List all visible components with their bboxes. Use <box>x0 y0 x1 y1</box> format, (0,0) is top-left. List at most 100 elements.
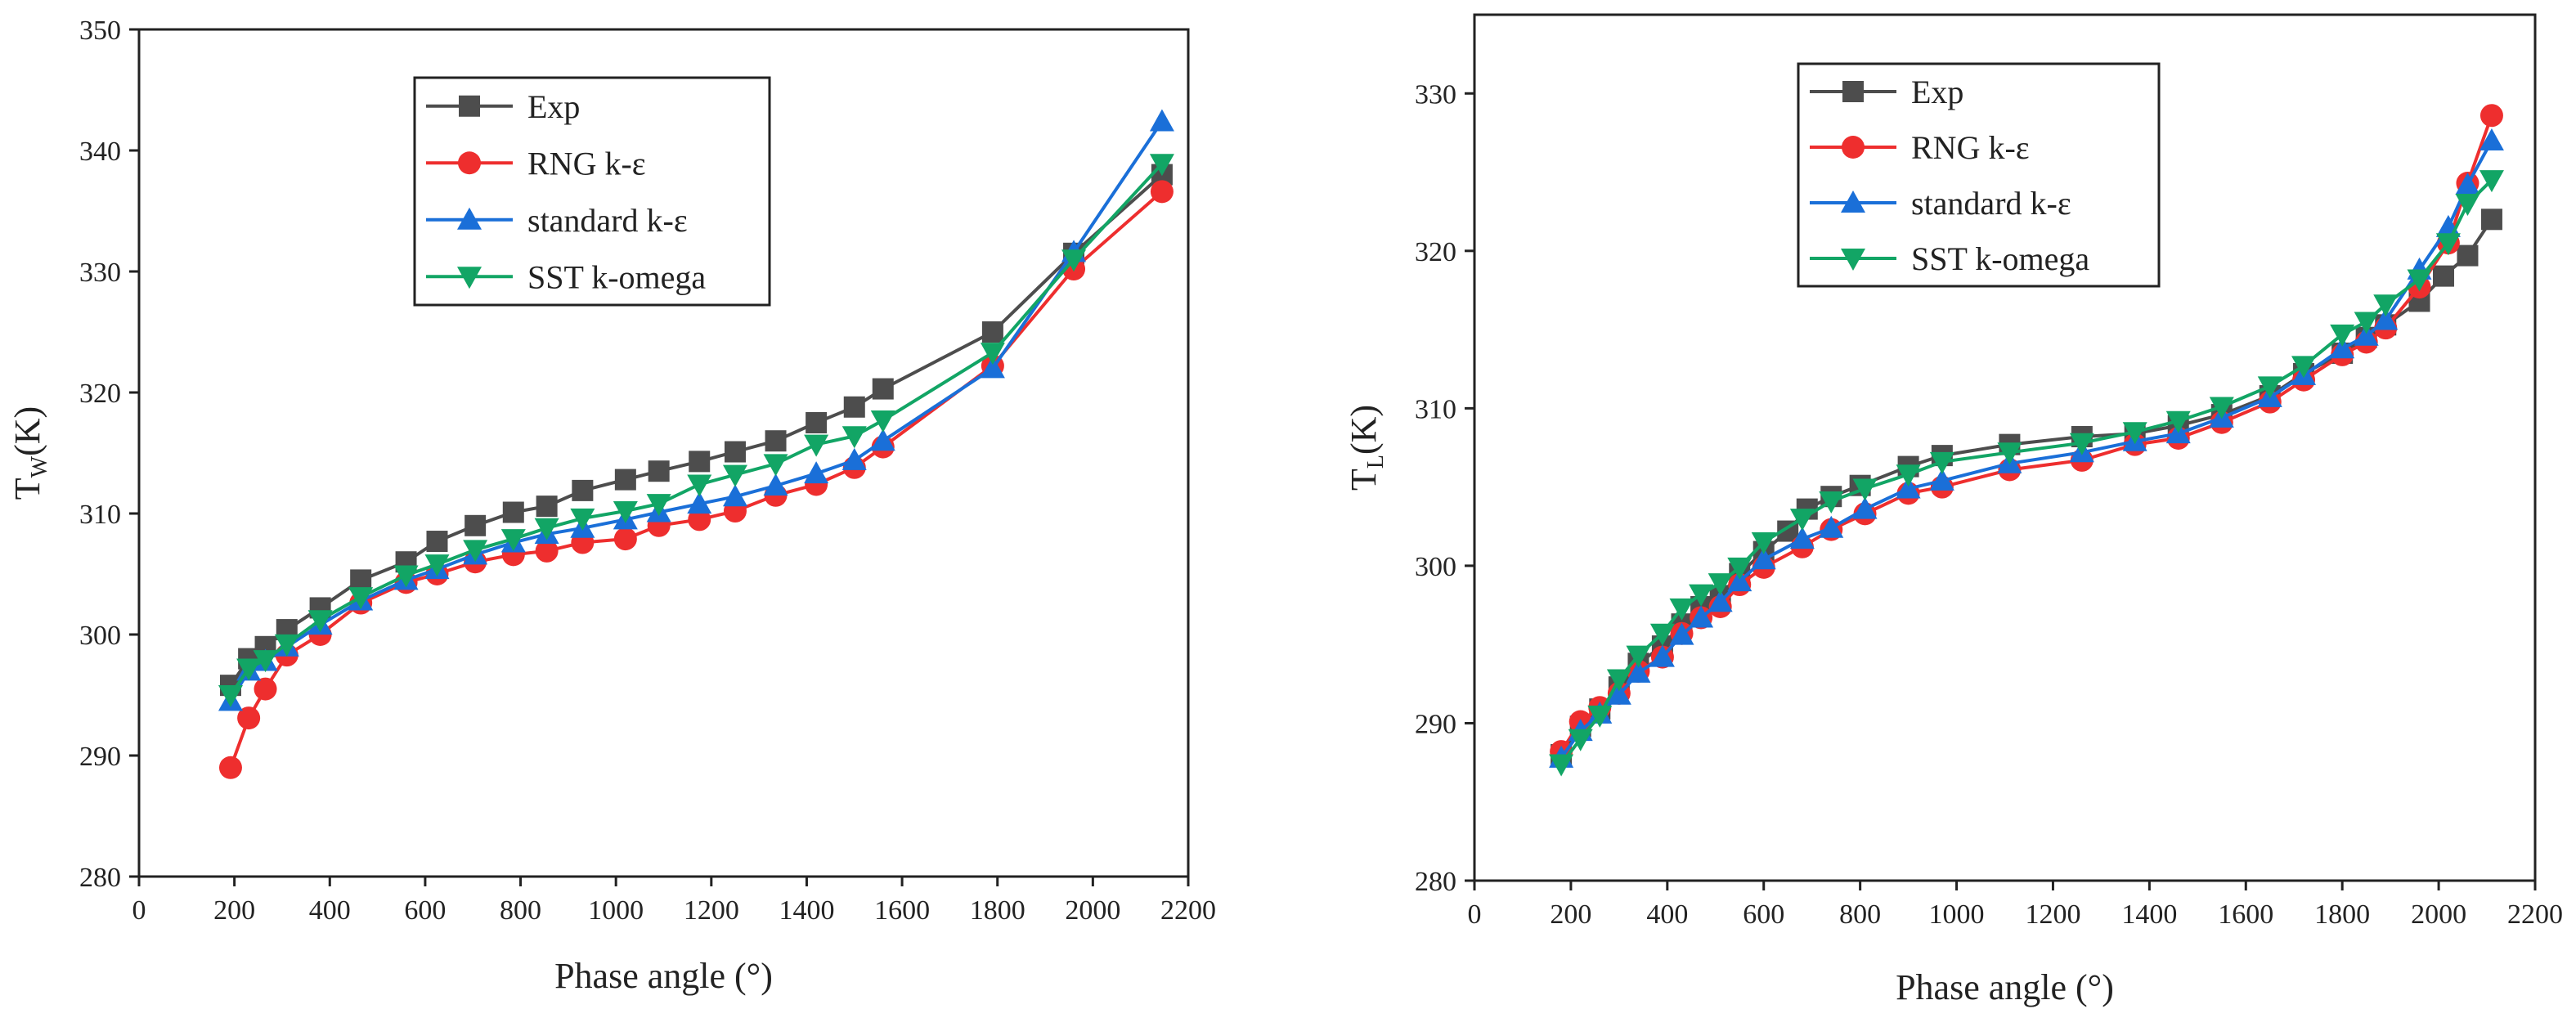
data-point-exp <box>2457 244 2479 267</box>
y-tick-label: 320 <box>1415 237 1456 267</box>
y-tick-label: 300 <box>79 621 121 651</box>
y-tick-label: 310 <box>1415 394 1456 424</box>
data-point-sst-k-omega <box>841 426 867 449</box>
data-point-sst-k-omega <box>463 540 488 563</box>
y-tick-label: 290 <box>1415 709 1456 739</box>
y-tick-label: 310 <box>79 500 121 530</box>
data-point-sst-k-omega <box>1929 451 1954 474</box>
data-point-standard-k <box>1626 660 1651 683</box>
data-point-sst-k-omega <box>804 434 829 457</box>
data-point-standard-k <box>1649 644 1675 667</box>
legend-label: Exp <box>1911 74 1963 110</box>
data-point-rng-k <box>237 706 261 730</box>
y-tick-label: 350 <box>79 16 121 46</box>
y-tick-label: 300 <box>1415 552 1456 582</box>
data-point-exp <box>806 412 828 433</box>
data-point-exp <box>426 531 448 553</box>
y-axis: 280 290 300 310 320 330 <box>1415 79 1474 897</box>
data-point-sst-k-omega <box>1751 532 1776 555</box>
legend-marker <box>1842 136 1865 159</box>
data-point-sst-k-omega <box>763 454 788 477</box>
data-point-standard-k <box>1606 682 1631 705</box>
data-point-standard-k <box>2479 128 2504 151</box>
data-point-sst-k-omega <box>1587 705 1613 728</box>
data-point-sst-k-omega <box>2165 410 2191 433</box>
series-sst-k-omega <box>218 154 1174 707</box>
data-point-standard-k <box>1708 590 1733 612</box>
x-tick-label: 800 <box>1839 899 1881 930</box>
x-tick-label: 1000 <box>1929 899 1985 930</box>
legend-label: SST k-omega <box>1911 240 2089 277</box>
plot-frame <box>137 28 1190 878</box>
legend-marker <box>457 207 482 230</box>
y-title-subscript: L <box>1363 455 1389 469</box>
data-point-rng-k <box>254 677 277 701</box>
data-point-sst-k-omega <box>1997 442 2022 465</box>
data-point-sst-k-omega <box>2069 433 2094 455</box>
data-point-sst-k-omega <box>1149 154 1174 177</box>
x-tick-label: 200 <box>1550 899 1591 930</box>
data-point-standard-k <box>2455 172 2480 195</box>
legend-marker <box>1841 249 1865 271</box>
series-line-exp <box>1560 218 2493 756</box>
data-point-exp <box>981 321 1003 343</box>
data-point-exp <box>536 496 558 518</box>
data-point-sst-k-omega <box>1896 464 1921 487</box>
x-tick-label: 200 <box>213 895 255 926</box>
legend-item-exp: Exp <box>426 88 580 125</box>
data-point-standard-k <box>1789 527 1815 549</box>
data-point-standard-k <box>2373 307 2399 330</box>
y-tick-label: 320 <box>79 379 121 409</box>
data-point-sst-k-omega <box>980 343 1005 366</box>
x-tick-label: 1800 <box>2314 899 2370 930</box>
data-point-standard-k <box>980 356 1005 379</box>
data-point-sst-k-omega <box>1689 584 1714 607</box>
data-point-sst-k-omega <box>236 658 262 681</box>
x-tick-label: 2200 <box>1160 895 1216 926</box>
legend-item-rng-k: RNG k-ε <box>426 145 646 182</box>
legend-marker <box>459 95 480 117</box>
y-axis-title: TW(K) <box>7 406 52 500</box>
legend-item-standard-k: standard k-ε <box>1810 185 2071 222</box>
y-axis: 280 290 300 310 320 330 340 350 <box>79 16 139 893</box>
data-point-exp <box>843 396 865 418</box>
data-point-rng-k <box>535 539 559 563</box>
data-point-standard-k <box>2354 323 2379 346</box>
y-title-symbol: T <box>7 478 47 500</box>
data-point-sst-k-omega <box>1727 557 1752 580</box>
data-point-exp <box>572 479 594 501</box>
data-point-sst-k-omega <box>307 610 333 633</box>
x-tick-label: 600 <box>1743 899 1784 930</box>
legend-label: standard k-ε <box>527 202 688 239</box>
data-point-sst-k-omega <box>1568 729 1593 751</box>
data-point-sst-k-omega <box>2479 170 2504 193</box>
legend-item-standard-k: standard k-ε <box>426 202 688 239</box>
data-point-sst-k-omega <box>1061 249 1087 272</box>
data-point-sst-k-omega <box>348 587 374 610</box>
data-point-sst-k-omega <box>534 518 559 540</box>
y-tick-label: 280 <box>1415 867 1456 897</box>
data-point-exp <box>464 514 487 536</box>
data-point-sst-k-omega <box>2330 324 2355 347</box>
data-point-sst-k-omega <box>1852 478 1878 501</box>
data-point-sst-k-omega <box>1649 623 1675 646</box>
data-point-standard-k <box>1149 109 1174 132</box>
x-tick-label: 1200 <box>684 895 739 926</box>
x-tick-label: 400 <box>1646 899 1688 930</box>
data-point-sst-k-omega <box>2209 397 2234 419</box>
legend-label: RNG k-ε <box>527 145 646 182</box>
x-tick-label: 600 <box>404 895 446 926</box>
data-point-sst-k-omega <box>500 529 526 552</box>
data-point-standard-k <box>1727 569 1752 592</box>
y-tick-label: 330 <box>79 258 121 288</box>
data-point-sst-k-omega <box>1549 754 1574 777</box>
data-point-sst-k-omega <box>2407 269 2432 292</box>
x-tick-label: 1600 <box>2218 899 2273 930</box>
y-tick-label: 290 <box>79 742 121 772</box>
data-point-standard-k <box>1852 496 1878 519</box>
data-point-exp <box>614 469 636 491</box>
data-point-sst-k-omega <box>2122 422 2147 445</box>
x-tick-label: 1000 <box>588 895 644 926</box>
data-point-rng-k <box>2480 104 2503 128</box>
legend: Exp RNG k-ε standard k-ε SST k-omega <box>1797 62 2161 288</box>
